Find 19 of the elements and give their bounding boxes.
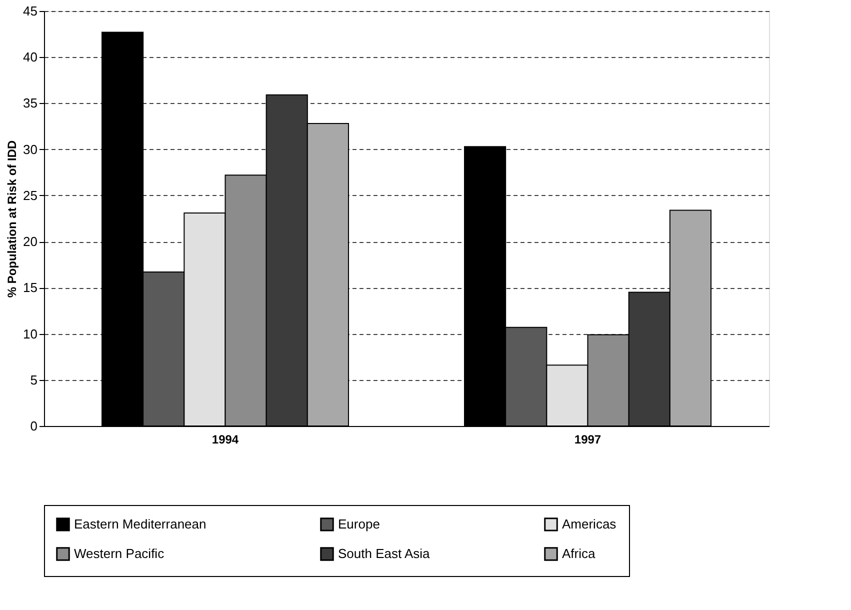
y-tick-label: 15	[23, 280, 38, 296]
y-tick-label: 30	[23, 142, 38, 157]
legend-label: Africa	[562, 546, 596, 561]
legend-label: Europe	[338, 516, 380, 532]
y-tick-label: 35	[23, 96, 38, 111]
x-tick-label: 1994	[212, 432, 239, 446]
y-tick-label: 45	[23, 4, 38, 18]
legend-label: Eastern Mediterranean	[74, 516, 206, 532]
legend-label: Americas	[562, 516, 617, 532]
y-tick-label: 5	[30, 372, 38, 388]
y-tick-label: 20	[23, 234, 38, 250]
legend-label: South East Asia	[338, 546, 431, 561]
y-tick-label: 40	[23, 50, 38, 65]
legend-label: Western Pacific	[74, 546, 165, 561]
x-tick-label: 1997	[574, 432, 602, 446]
y-axis-title: % Population at Risk of IDD	[5, 140, 20, 298]
y-tick-label: 25	[23, 188, 38, 203]
y-tick-label: 0	[30, 418, 38, 434]
y-tick-label: 10	[23, 326, 38, 342]
